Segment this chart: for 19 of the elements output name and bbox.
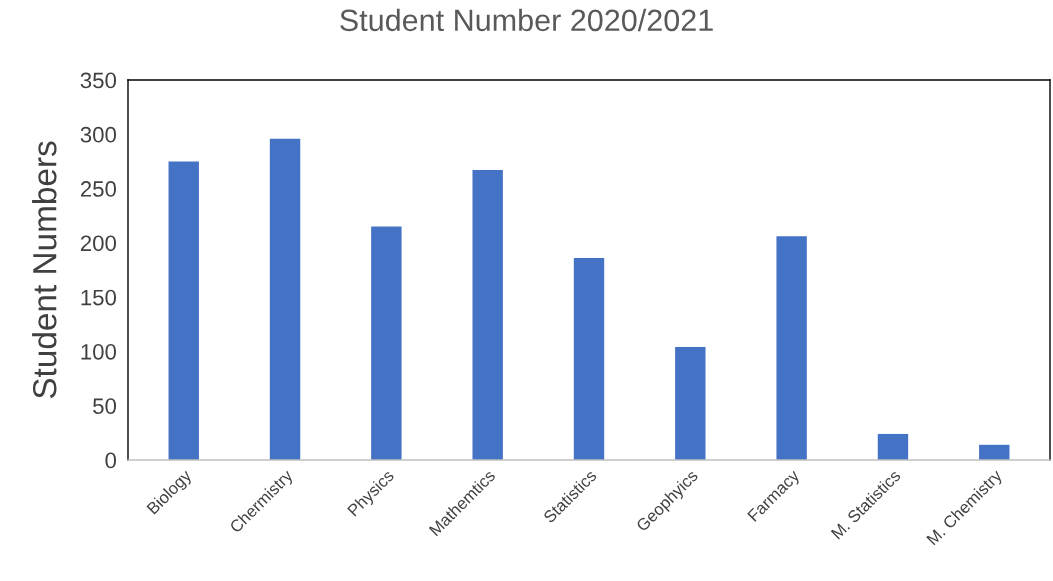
y-tick-label: 0 (105, 452, 117, 469)
bar (979, 444, 1010, 460)
bar (877, 433, 909, 460)
chart-title: Student Number 2020/2021 (340, 8, 713, 32)
bar (168, 161, 199, 460)
bar (776, 236, 807, 460)
bar (573, 258, 605, 460)
bar (675, 347, 706, 460)
y-tick-label: 200 (80, 235, 117, 252)
bar (269, 138, 301, 460)
y-tick-label: 50 (93, 398, 117, 414)
y-tick-label: 150 (81, 289, 117, 306)
y-tick-label: 350 (80, 72, 117, 89)
y-tick-label: 250 (80, 181, 117, 197)
bar (371, 226, 402, 460)
bar (472, 170, 503, 460)
y-tick-label: 100 (81, 343, 117, 360)
y-axis-title: Student Numbers (32, 141, 57, 399)
y-tick-label: 300 (80, 126, 117, 143)
